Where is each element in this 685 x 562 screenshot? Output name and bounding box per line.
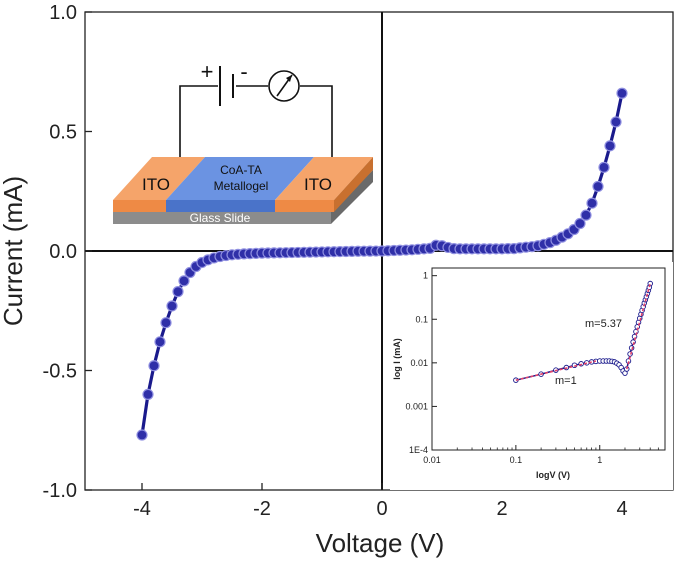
gel-front [166, 200, 275, 212]
y-axis-title: Current (mA) [0, 176, 28, 326]
circuit-wire [179, 85, 333, 162]
x-tick-label: 0 [376, 498, 387, 520]
iv-data-point [178, 275, 190, 287]
minus-sign: - [240, 59, 247, 84]
y-tick-label: -0.5 [43, 361, 77, 383]
y-tick-label: 0.0 [49, 241, 77, 263]
iv-data-point [604, 140, 616, 152]
iv-data-point [586, 197, 598, 209]
inset-y-tick-label: 1 [423, 271, 428, 281]
x-axis-title: Voltage (V) [316, 528, 445, 558]
gel-label-line2: Metallogel [214, 179, 269, 193]
x-tick-label: 4 [616, 498, 627, 520]
iv-data-point [136, 429, 148, 441]
inset-x-tick-label: 1 [597, 455, 602, 465]
iv-data-point [580, 209, 592, 221]
iv-data-point [592, 180, 604, 193]
gel-top [166, 157, 314, 200]
iv-data-point [160, 317, 172, 329]
gel-label-line1: CoA-TA [220, 163, 262, 177]
ito-right-label: ITO [304, 175, 332, 194]
iv-data-point [616, 87, 628, 99]
ito-right-front [275, 200, 334, 212]
ito-right-top [275, 157, 373, 200]
iv-data-point [148, 360, 160, 372]
y-tick-label: 0.5 [49, 122, 77, 144]
inset-plot-frame [431, 267, 666, 451]
iv-data-point [610, 116, 622, 128]
iv-data-point [574, 217, 586, 230]
x-tick-label: 2 [496, 498, 507, 520]
glass-slide-label: Glass Slide [190, 211, 251, 225]
iv-data-point [598, 161, 610, 173]
x-tick-label: -4 [133, 498, 151, 520]
iv-data-point [172, 286, 184, 298]
plus-sign: + [201, 59, 214, 84]
inset-y-axis-title: log I (mA) [392, 338, 402, 380]
iv-data-point [142, 388, 154, 400]
inset-fit-line [515, 360, 597, 381]
inset-x-tick-label: 0.01 [423, 455, 441, 465]
device-schematic: + - ITO ITO CoA-TA Metallogel Glass Slid… [113, 59, 373, 225]
inset-x-axis-title: logV (V) [536, 470, 570, 480]
ito-left-top [113, 157, 205, 200]
inset-y-tick-label: 1E-4 [409, 445, 428, 455]
inset-x-tick-label: 0.1 [510, 455, 523, 465]
y-tick-label: 1.0 [49, 2, 77, 24]
iv-data-point [154, 336, 166, 348]
inset-y-tick-label: 0.1 [415, 314, 428, 324]
inset-chart: 0.01 0.1 1 1 0.1 0.01 0.001 1E-4 logV (V) log I… [390, 262, 673, 490]
inset-y-tick-label: 0.001 [405, 401, 428, 411]
y-tick-label: -1.0 [43, 480, 77, 502]
ito-left-label: ITO [142, 175, 170, 194]
x-tick-label: -2 [253, 498, 271, 520]
iv-data-point [166, 300, 178, 312]
glass-slide-side [331, 170, 373, 224]
ito-right-side [334, 157, 373, 212]
inset-annotation-slope-high: m=5.37 [585, 318, 622, 330]
ammeter-needle-tip [286, 75, 292, 82]
glass-slide-front [113, 212, 331, 224]
ito-left-front [113, 200, 166, 212]
inset-annotation-slope-low: m=1 [555, 375, 577, 387]
inset-y-tick-label: 0.01 [410, 358, 428, 368]
